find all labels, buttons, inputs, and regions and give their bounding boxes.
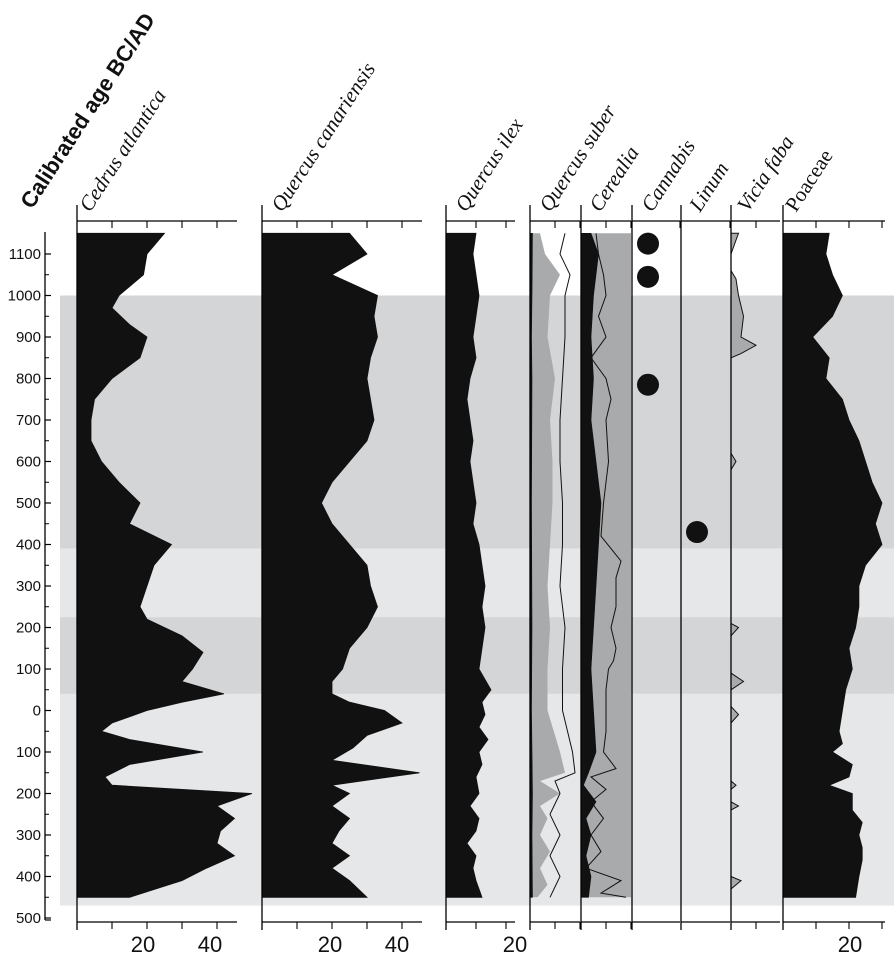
presence-dot: [637, 265, 659, 288]
y-tick-label: 1000: [8, 288, 41, 305]
y-tick-label: 0: [33, 703, 41, 720]
scale-label: 20: [131, 932, 155, 957]
zone-band: [60, 295, 894, 549]
scale-label: 20: [838, 932, 862, 957]
series-area: [261, 232, 420, 898]
y-tick-label: 400: [16, 869, 41, 886]
presence-dot: [637, 373, 659, 396]
scale-label: 20: [503, 932, 527, 957]
y-tick-label: 900: [16, 329, 41, 346]
y-tick-label: 600: [16, 454, 41, 471]
y-tick-label: 500: [16, 910, 41, 927]
scale-label: 40: [198, 932, 222, 957]
scale-label: 40: [385, 932, 409, 957]
series-outline: [585, 233, 627, 898]
axis-layer: 1100100090080070060050040030020010001002…: [8, 232, 51, 927]
y-tick-label: 200: [16, 620, 41, 637]
y-tick-label: 100: [16, 744, 41, 761]
y-tick-label: 500: [16, 495, 41, 512]
y-tick-label: 100: [16, 661, 41, 678]
y-tick-label: 800: [16, 371, 41, 388]
scale-label: 20: [318, 932, 342, 957]
taxon-label: Quercus canariensis: [266, 58, 380, 216]
y-tick-label: 300: [16, 578, 41, 595]
taxon-label: Linum: [684, 158, 734, 217]
y-tick-label: 200: [16, 786, 41, 803]
series-exaggeration-band: [530, 233, 565, 898]
presence-dot: [637, 232, 659, 255]
series-area: [445, 232, 492, 898]
presence-dot: [686, 521, 708, 544]
series-area: [782, 232, 883, 898]
series-area: [580, 232, 602, 898]
taxon-label: Quercus ilex: [450, 113, 528, 215]
series-area: [76, 232, 253, 898]
y-tick-label: 300: [16, 827, 41, 844]
y-tick-label: 400: [16, 537, 41, 554]
y-tick-label: 1100: [9, 246, 41, 263]
series-outline: [549, 233, 576, 898]
y-tick-label: 700: [16, 412, 41, 429]
